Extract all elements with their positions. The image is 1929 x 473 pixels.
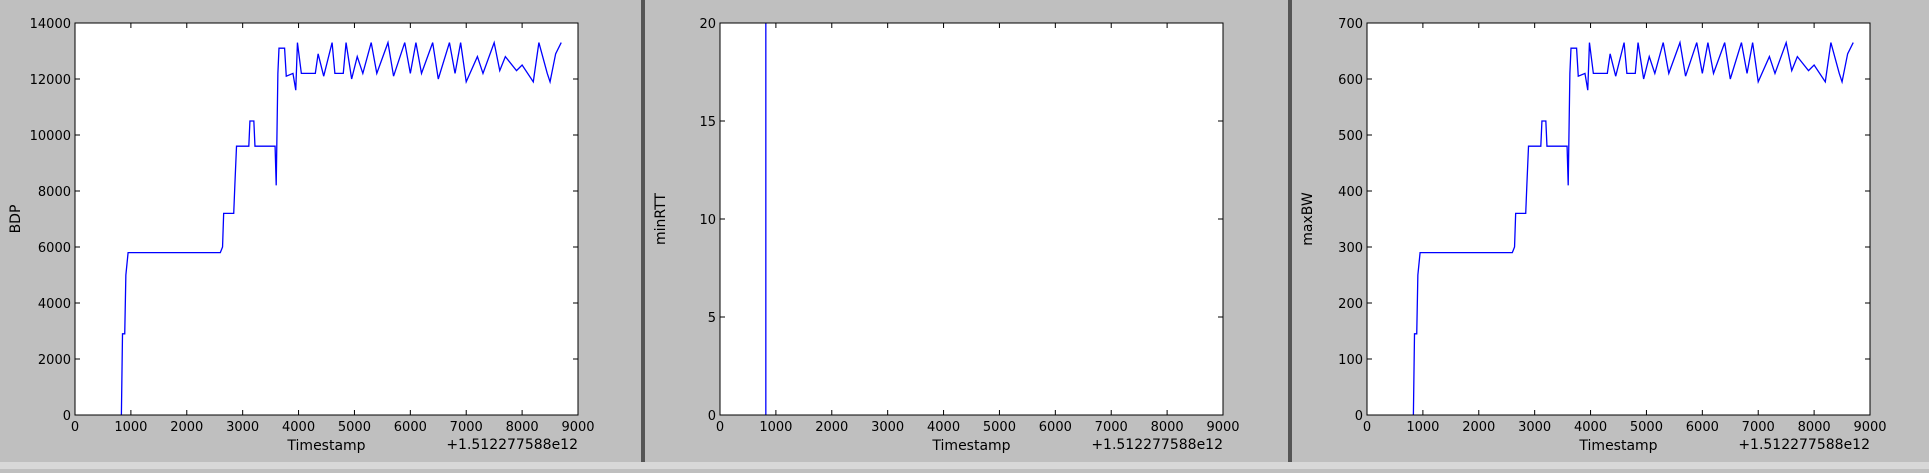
x-tick-label: 4000 (927, 420, 960, 435)
x-tick-label: 9000 (561, 420, 594, 435)
x-tick-label: 7000 (1095, 420, 1128, 435)
plot-frame (1366, 22, 1871, 416)
plot-area (720, 23, 1223, 415)
y-axis-label: maxBW (1300, 192, 1316, 246)
x-tick-label: 9000 (1206, 420, 1239, 435)
x-tick-label: 5000 (338, 420, 371, 435)
x-tick-label: 8000 (1151, 420, 1184, 435)
x-axis-label: Timestamp (286, 438, 365, 454)
x-tick-label: 0 (71, 420, 79, 435)
x-tick-label: 3000 (871, 420, 904, 435)
y-tick-label: 100 (1338, 353, 1363, 368)
x-axis-label: Timestamp (1578, 438, 1657, 454)
x-offset-label: +1.512277588e12 (1738, 437, 1870, 453)
x-tick-label: 7000 (450, 420, 483, 435)
x-tick-label: 1000 (759, 420, 792, 435)
x-tick-label: 2000 (1462, 420, 1495, 435)
plot-area (75, 23, 578, 415)
x-tick-label: 7000 (1742, 420, 1775, 435)
x-tick-label: 6000 (394, 420, 427, 435)
separator (1288, 0, 1292, 469)
toolbar-strip (0, 462, 1929, 469)
y-tick-label: 300 (1338, 241, 1363, 256)
x-tick-label: 0 (1363, 420, 1371, 435)
x-tick-label: 1000 (1406, 420, 1439, 435)
x-tick-label: 3000 (226, 420, 259, 435)
x-tick-label: 2000 (170, 420, 203, 435)
x-tick-label: 5000 (983, 420, 1016, 435)
x-tick-label: 4000 (1574, 420, 1607, 435)
y-tick-label: 200 (1338, 297, 1363, 312)
x-tick-label: 0 (716, 420, 724, 435)
y-tick-label: 14000 (30, 17, 71, 32)
y-tick-label: 4000 (38, 297, 71, 312)
plot-area (1367, 23, 1870, 415)
y-tick-label: 12000 (30, 73, 71, 88)
plot-frame (74, 22, 579, 416)
y-tick-label: 20 (699, 17, 716, 32)
y-tick-label: 500 (1338, 129, 1363, 144)
x-tick-label: 8000 (1798, 420, 1831, 435)
y-tick-label: 5 (708, 311, 716, 326)
x-tick-label: 9000 (1853, 420, 1886, 435)
y-tick-label: 2000 (38, 353, 71, 368)
x-tick-label: 6000 (1686, 420, 1719, 435)
data-line (1412, 40, 1854, 415)
x-tick-label: 4000 (282, 420, 315, 435)
y-tick-label: 600 (1338, 73, 1363, 88)
y-tick-label: 0 (63, 409, 71, 424)
y-tick-label: 10 (699, 213, 716, 228)
y-tick-label: 0 (1355, 409, 1363, 424)
x-offset-label: +1.512277588e12 (446, 437, 578, 453)
y-tick-label: 700 (1338, 17, 1363, 32)
x-tick-label: 6000 (1039, 420, 1072, 435)
y-tick-label: 6000 (38, 241, 71, 256)
y-tick-label: 15 (699, 115, 716, 130)
y-tick-label: 0 (708, 409, 716, 424)
x-tick-label: 5000 (1630, 420, 1663, 435)
plot-lines (1412, 40, 1854, 415)
separator (641, 0, 645, 469)
plot-frame (719, 22, 1224, 416)
x-tick-label: 8000 (506, 420, 539, 435)
x-tick-label: 3000 (1518, 420, 1551, 435)
data-line (120, 40, 562, 415)
x-tick-label: 2000 (815, 420, 848, 435)
y-tick-label: 8000 (38, 185, 71, 200)
y-tick-label: 10000 (30, 129, 71, 144)
x-offset-label: +1.512277588e12 (1091, 437, 1223, 453)
plot-lines (120, 40, 562, 415)
y-tick-label: 400 (1338, 185, 1363, 200)
x-tick-label: 1000 (114, 420, 147, 435)
y-axis-label: BDP (8, 205, 24, 234)
y-axis-label: minRTT (653, 193, 669, 245)
x-axis-label: Timestamp (931, 438, 1010, 454)
